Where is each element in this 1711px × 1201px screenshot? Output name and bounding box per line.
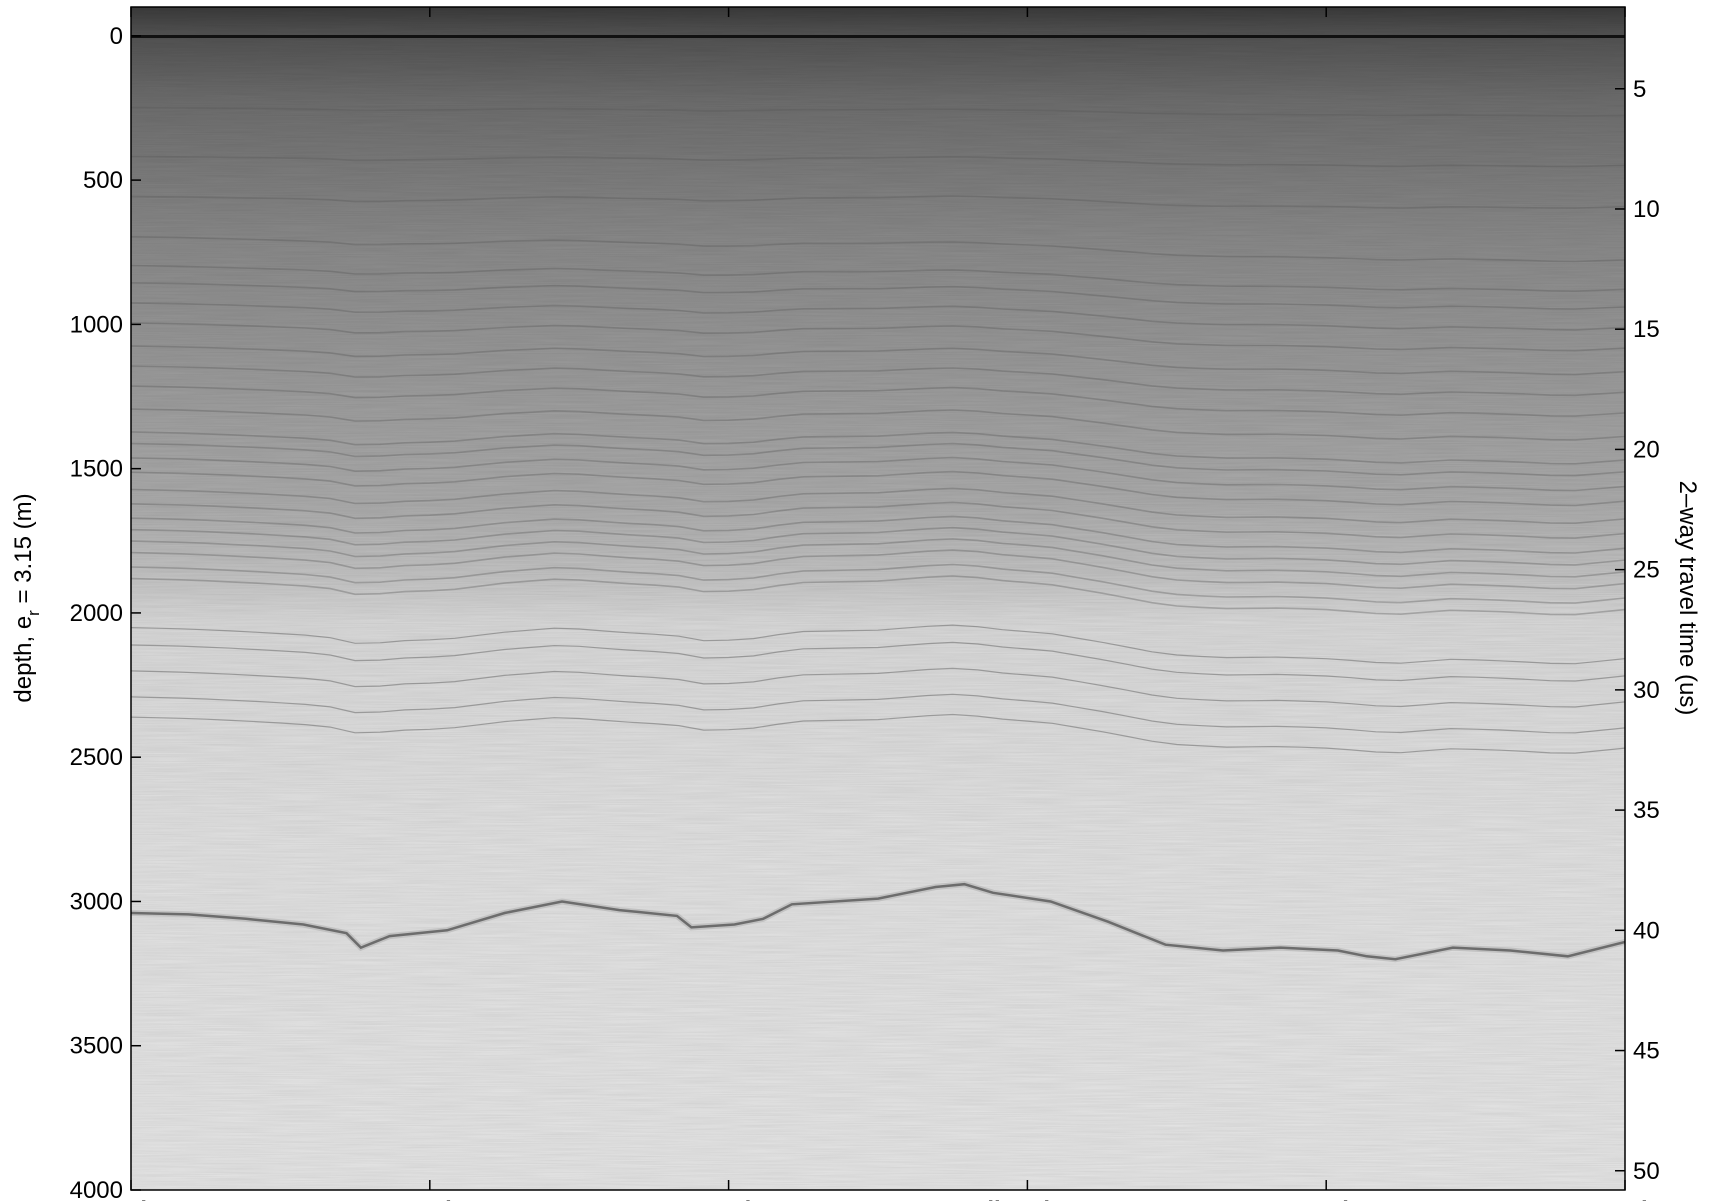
internal-layer: [131, 322, 1625, 352]
right-tick-label: 45: [1633, 1038, 1660, 1065]
internal-layer: [131, 195, 1625, 210]
internal-layer: [131, 487, 1625, 525]
left-tick-label: 4000: [70, 1177, 123, 1201]
left-tick-label: 2500: [70, 744, 123, 771]
left-tick-label: 1000: [70, 311, 123, 338]
internal-layer: [131, 236, 1625, 263]
right-tick-label: 50: [1633, 1158, 1660, 1185]
right-tick-label: 35: [1633, 797, 1660, 824]
bottom-tick-label: 20.73 km: [678, 1197, 779, 1201]
left-tick-label: 3500: [70, 1033, 123, 1060]
left-tick-label: 500: [83, 167, 123, 194]
internal-layer: [131, 408, 1625, 441]
internal-layers: [131, 106, 1625, 754]
bottom-tick-label: 51.99 km: [1574, 1197, 1675, 1201]
internal-layer: [131, 515, 1625, 554]
bottom-axis: 0.00 km 10.11 km 20.73 km 31.47 km 41.55 km 5…: [87, 7, 1676, 1201]
right-tick-label: 30: [1633, 677, 1660, 704]
internal-layer: [131, 575, 1625, 616]
internal-layer: [131, 641, 1625, 682]
bottom-tick-label: 10.11 km: [380, 1197, 480, 1201]
internal-layer: [131, 456, 1625, 492]
internal-layer: [131, 538, 1625, 578]
internal-layer: [131, 624, 1625, 665]
left-tick-label: 1500: [70, 456, 123, 483]
bottom-tick-label: 41.55 km: [1275, 1197, 1376, 1201]
internal-layer: [131, 264, 1625, 293]
bed-reflector: [131, 882, 1625, 961]
internal-layer: [131, 385, 1625, 417]
plot-frame: [130, 6, 1626, 1191]
internal-layer: [131, 693, 1625, 734]
internal-layer: [131, 501, 1625, 539]
internal-layer: [131, 713, 1625, 754]
internal-layer: [131, 155, 1625, 168]
internal-layer: [131, 667, 1625, 708]
bed-reflector-halo: [131, 881, 1625, 963]
internal-layer: [131, 470, 1625, 507]
right-axis: 5 10 15 20 25 30 35 40 45 50: [1615, 76, 1660, 1185]
internal-layer: [131, 526, 1625, 566]
left-axis-label: depth, er = 3.15 (m): [10, 493, 43, 702]
radargram-noise: [131, 7, 1625, 1190]
internal-layer: [131, 302, 1625, 331]
internal-layer: [131, 282, 1625, 310]
internal-layer: [131, 563, 1625, 604]
internal-layer: [131, 442, 1625, 477]
left-axis: 0 500 1000 1500 2000 2500 3000 3500 4000: [70, 23, 141, 1201]
internal-layer: [131, 106, 1625, 117]
right-tick-label: 10: [1633, 196, 1660, 223]
bottom-tick-label: 0.00 km: [87, 1197, 175, 1201]
internal-layer: [131, 345, 1625, 376]
bottom-tick-label: 31.47 km: [977, 1197, 1078, 1201]
right-axis-label: 2–way travel time (us): [1674, 481, 1701, 716]
right-tick-label: 40: [1633, 917, 1660, 944]
radargram-image: [131, 7, 1625, 1190]
left-tick-label: 3000: [70, 888, 123, 915]
bottom-axis-label: distance: [979, 1197, 1076, 1201]
internal-layer: [131, 431, 1625, 465]
surface-reflector: [131, 35, 1625, 38]
internal-layer: [131, 365, 1625, 397]
left-tick-label: 0: [110, 23, 123, 50]
right-tick-label: 20: [1633, 436, 1660, 463]
right-tick-label: 15: [1633, 316, 1660, 343]
left-tick-label: 2000: [70, 600, 123, 627]
internal-layer: [131, 549, 1625, 590]
right-tick-label: 25: [1633, 557, 1660, 584]
right-tick-label: 5: [1633, 76, 1646, 103]
